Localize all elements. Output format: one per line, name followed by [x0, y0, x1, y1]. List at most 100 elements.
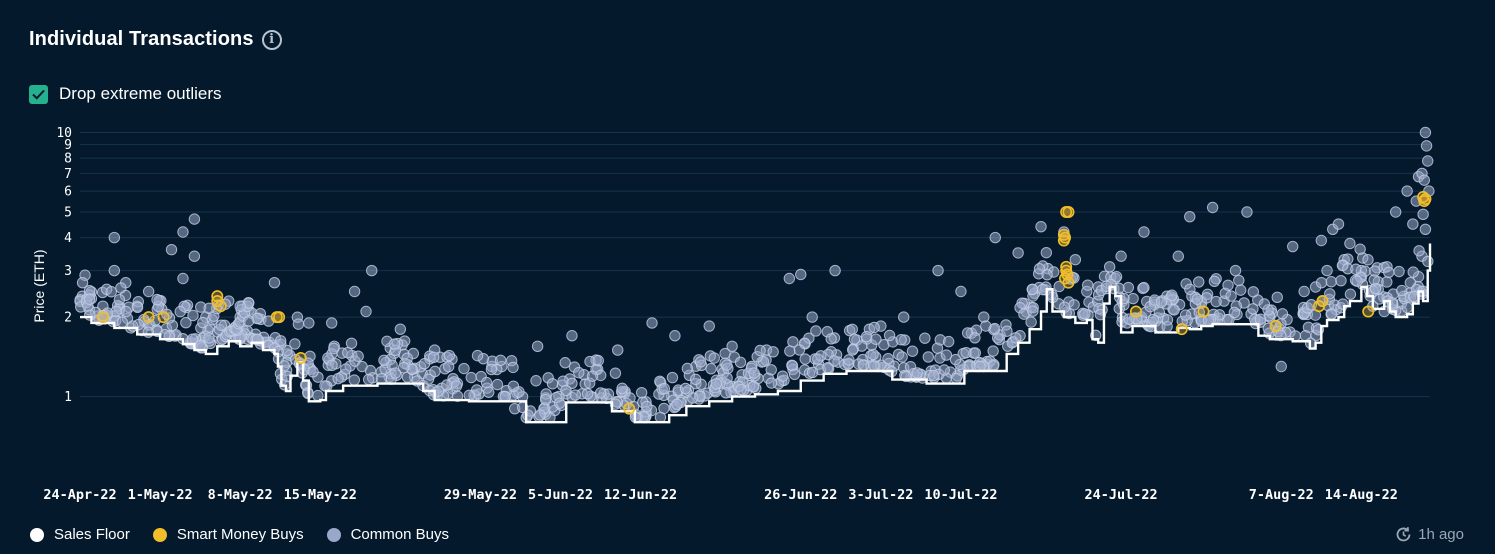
smart-money-point[interactable]: [211, 290, 224, 303]
common-buy-point[interactable]: [1068, 299, 1080, 311]
common-buy-point[interactable]: [215, 319, 227, 331]
common-buy-point[interactable]: [641, 400, 653, 413]
common-buy-point[interactable]: [1321, 264, 1333, 277]
smart-money-point[interactable]: [1175, 323, 1188, 336]
common-buy-point[interactable]: [342, 347, 354, 359]
common-buy-point[interactable]: [427, 351, 440, 363]
common-buy-point[interactable]: [848, 333, 861, 345]
common-buy-point[interactable]: [868, 321, 880, 334]
common-buy-point[interactable]: [1315, 234, 1328, 247]
common-buy-point[interactable]: [795, 268, 807, 281]
smart-money-point[interactable]: [294, 352, 307, 365]
common-buy-point[interactable]: [825, 333, 837, 345]
common-buy-point[interactable]: [784, 345, 796, 357]
common-buy-point[interactable]: [1247, 286, 1260, 298]
common-buy-point[interactable]: [911, 367, 923, 379]
common-buy-point[interactable]: [108, 264, 121, 277]
common-buy-point[interactable]: [922, 351, 934, 363]
common-buy-point[interactable]: [1172, 250, 1185, 262]
common-buy-point[interactable]: [83, 293, 96, 305]
common-buy-point[interactable]: [443, 349, 456, 362]
common-buy-point[interactable]: [1200, 292, 1213, 304]
smart-money-point[interactable]: [96, 311, 109, 324]
common-buy-point[interactable]: [566, 330, 578, 342]
common-buy-point[interactable]: [458, 362, 470, 375]
common-buy-point[interactable]: [1420, 140, 1433, 152]
common-buy-point[interactable]: [197, 316, 209, 329]
common-buy-point[interactable]: [658, 382, 670, 395]
common-buy-point[interactable]: [1179, 309, 1192, 321]
common-buy-point[interactable]: [1233, 274, 1245, 287]
common-buy-point[interactable]: [1401, 185, 1413, 197]
common-buy-point[interactable]: [397, 362, 410, 374]
common-buy-point[interactable]: [1381, 276, 1393, 288]
common-buy-point[interactable]: [165, 243, 178, 256]
common-buy-point[interactable]: [694, 356, 707, 368]
common-buy-point[interactable]: [546, 378, 559, 390]
common-buy-point[interactable]: [635, 386, 648, 399]
common-buy-point[interactable]: [895, 334, 907, 346]
smart-money-point[interactable]: [214, 300, 227, 313]
common-buy-point[interactable]: [530, 375, 542, 387]
common-buy-point[interactable]: [710, 378, 723, 390]
common-buy-point[interactable]: [950, 372, 962, 385]
common-buy-point[interactable]: [328, 342, 340, 355]
common-buy-point[interactable]: [765, 364, 777, 376]
common-buy-point[interactable]: [187, 309, 199, 322]
common-buy-point[interactable]: [1191, 293, 1203, 305]
smart-money-point[interactable]: [142, 311, 155, 324]
common-buy-point[interactable]: [846, 344, 859, 356]
common-buy-point[interactable]: [812, 353, 824, 365]
common-buy-point[interactable]: [113, 293, 126, 306]
common-buy-point[interactable]: [366, 264, 378, 277]
common-buy-point[interactable]: [1033, 263, 1046, 275]
common-buy-point[interactable]: [142, 326, 155, 338]
legend-item-common-buys[interactable]: Common Buys: [326, 526, 449, 543]
common-buy-point[interactable]: [646, 317, 658, 329]
common-buy-point[interactable]: [307, 366, 319, 378]
common-buy-point[interactable]: [1026, 283, 1039, 296]
common-buy-point[interactable]: [491, 378, 504, 391]
common-buy-point[interactable]: [326, 359, 338, 372]
common-buy-point[interactable]: [180, 317, 192, 329]
common-buy-point[interactable]: [485, 363, 498, 376]
common-buy-point[interactable]: [268, 276, 281, 289]
common-buy-point[interactable]: [507, 361, 519, 374]
common-buy-point[interactable]: [360, 305, 372, 318]
common-buy-point[interactable]: [362, 373, 375, 386]
common-buy-point[interactable]: [1422, 155, 1434, 167]
common-buy-point[interactable]: [1193, 276, 1205, 288]
smart-money-point[interactable]: [623, 402, 636, 415]
common-buy-point[interactable]: [1389, 206, 1402, 218]
common-buy-point[interactable]: [1041, 268, 1053, 281]
common-buy-point[interactable]: [142, 285, 155, 298]
common-buy-point[interactable]: [1351, 275, 1363, 287]
common-buy-point[interactable]: [1287, 240, 1299, 253]
common-buy-point[interactable]: [1335, 274, 1347, 287]
common-buy-point[interactable]: [1225, 290, 1237, 302]
smart-money-point[interactable]: [1269, 320, 1282, 333]
common-buy-point[interactable]: [108, 231, 121, 244]
common-buy-point[interactable]: [1184, 210, 1196, 223]
common-buy-point[interactable]: [289, 338, 301, 350]
common-buy-point[interactable]: [810, 325, 822, 337]
common-buy-point[interactable]: [1254, 313, 1267, 325]
common-buy-point[interactable]: [679, 382, 692, 395]
common-buy-point[interactable]: [1210, 295, 1222, 308]
smart-money-point[interactable]: [1062, 205, 1075, 218]
common-buy-point[interactable]: [860, 330, 873, 343]
common-buy-point[interactable]: [829, 264, 841, 277]
common-buy-point[interactable]: [303, 317, 315, 329]
common-buy-point[interactable]: [932, 264, 944, 277]
common-buy-point[interactable]: [534, 409, 546, 421]
common-buy-point[interactable]: [1344, 237, 1356, 250]
common-buy-point[interactable]: [1208, 275, 1221, 288]
common-buy-point[interactable]: [507, 380, 520, 392]
common-buy-point[interactable]: [442, 360, 455, 373]
common-buy-point[interactable]: [955, 285, 967, 298]
common-buy-point[interactable]: [1401, 301, 1414, 314]
common-buy-point[interactable]: [748, 367, 760, 379]
common-buy-point[interactable]: [1123, 313, 1135, 325]
common-buy-point[interactable]: [708, 352, 720, 364]
common-buy-point[interactable]: [348, 285, 361, 298]
